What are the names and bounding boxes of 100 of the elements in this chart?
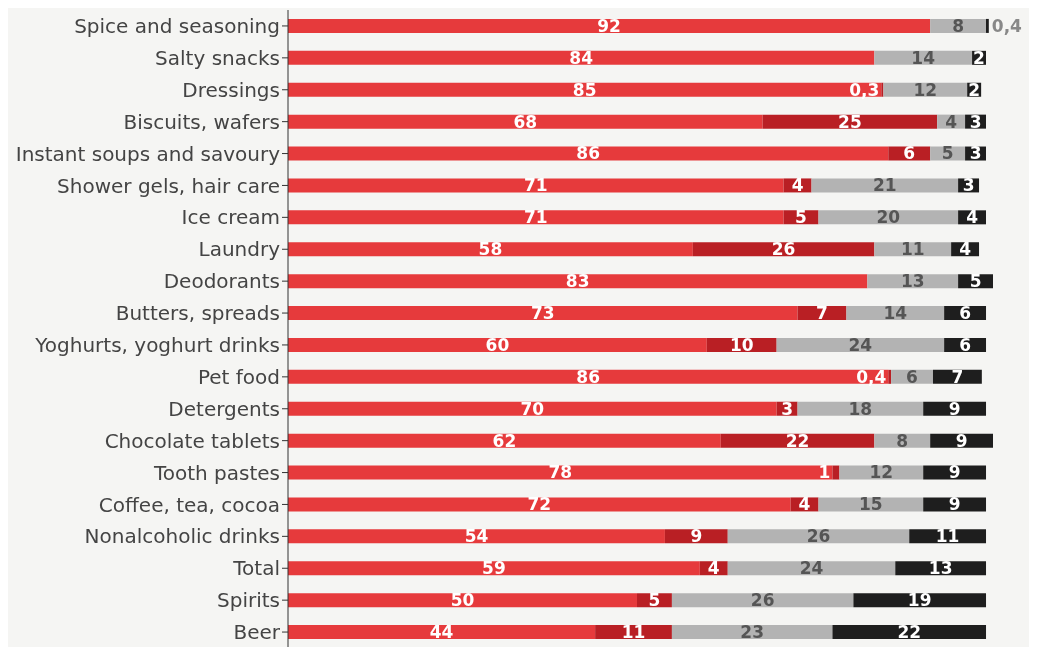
- data-label: 26: [771, 239, 796, 260]
- bar: [288, 178, 784, 193]
- data-label: 14: [883, 302, 908, 323]
- y-tick-label: Coffee, tea, cocoa: [98, 492, 280, 517]
- data-label: 4: [959, 239, 972, 260]
- y-tick-label: Yoghurts, yoghurt drinks: [34, 333, 280, 358]
- bar: [288, 18, 931, 33]
- y-tick-label: Spirits: [217, 588, 280, 613]
- data-label: 85: [572, 79, 597, 100]
- bar: [288, 593, 638, 608]
- bar: [671, 593, 854, 608]
- bar: [288, 625, 596, 640]
- data-label: 1: [818, 462, 831, 483]
- data-label: 83: [565, 271, 590, 292]
- y-tick-label: Tooth pastes: [152, 460, 280, 485]
- data-label: 12: [869, 462, 894, 483]
- data-label: 22: [785, 430, 810, 451]
- bar: [692, 242, 875, 257]
- bar: [288, 210, 784, 225]
- data-label: 8: [896, 430, 909, 451]
- bar: [288, 433, 721, 448]
- bar: [776, 337, 945, 352]
- y-tick-label: Instant soups and savoury: [15, 141, 281, 166]
- data-label: 6: [906, 366, 918, 387]
- y-tick-label: Deodorants: [163, 269, 280, 294]
- data-label: 21: [872, 175, 897, 196]
- data-label: 5: [795, 207, 807, 228]
- bar: [288, 242, 693, 257]
- data-label: 9: [690, 526, 703, 547]
- y-tick-label: Spice and seasoning: [74, 14, 280, 39]
- data-label: 5: [648, 590, 661, 611]
- bar: [853, 593, 987, 608]
- data-label: 23: [740, 621, 765, 642]
- data-label: 72: [527, 494, 552, 515]
- data-label: 24: [848, 334, 873, 355]
- data-label: 4: [791, 175, 804, 196]
- data-label: 78: [548, 462, 573, 483]
- data-label: 6: [903, 143, 916, 164]
- data-label: 4: [966, 207, 979, 228]
- y-tick-label: Ice cream: [181, 205, 280, 230]
- data-label: 54: [464, 526, 489, 547]
- data-label: 7: [951, 366, 964, 387]
- y-tick-label: Laundry: [198, 237, 281, 262]
- bar: [762, 114, 938, 129]
- bar: [881, 82, 884, 97]
- bar: [288, 337, 707, 352]
- data-label: 70: [520, 398, 545, 419]
- y-tick-label: Chocolate tablets: [104, 428, 280, 453]
- data-label: 9: [955, 430, 968, 451]
- data-label: 71: [523, 175, 548, 196]
- data-label: 62: [492, 430, 517, 451]
- data-label: 60: [485, 334, 510, 355]
- data-label: 8: [952, 15, 965, 36]
- bar: [288, 146, 889, 161]
- data-label: 3: [781, 398, 794, 419]
- data-label: 6: [959, 334, 971, 355]
- y-tick-label: Total: [232, 556, 280, 581]
- data-label: 71: [523, 207, 548, 228]
- data-label: 14: [911, 47, 936, 68]
- data-label: 2: [973, 47, 985, 68]
- data-label: 9: [948, 398, 961, 419]
- data-label: 3: [969, 111, 982, 132]
- bar: [288, 50, 875, 65]
- data-label: 68: [513, 111, 538, 132]
- data-label: 10: [729, 334, 754, 355]
- data-label: 9: [948, 494, 961, 515]
- y-tick-label: Dressings: [182, 77, 280, 102]
- y-tick-label: Detergents: [168, 396, 280, 421]
- bar: [888, 369, 892, 384]
- data-label: 4: [945, 111, 958, 132]
- data-label: 7: [816, 302, 828, 323]
- data-label: 9: [948, 462, 961, 483]
- data-label: 44: [429, 621, 454, 642]
- bar: [288, 306, 798, 321]
- data-label: 4: [798, 494, 811, 515]
- data-label: 58: [478, 239, 503, 260]
- data-label: 0,4: [991, 15, 1023, 36]
- bar: [818, 210, 959, 225]
- data-label: 11: [935, 526, 960, 547]
- y-tick-label: Shower gels, hair care: [57, 173, 280, 198]
- data-label: 84: [569, 47, 594, 68]
- data-label: 12: [913, 79, 938, 100]
- data-label: 13: [900, 271, 925, 292]
- bar: [832, 465, 840, 480]
- data-label: 92: [597, 15, 621, 36]
- data-label: 13: [928, 558, 953, 579]
- data-label: 11: [621, 621, 646, 642]
- data-label: 86: [576, 366, 600, 387]
- data-label: 4: [707, 558, 720, 579]
- y-tick-label: Butters, spreads: [115, 301, 280, 326]
- data-label: 15: [859, 494, 883, 515]
- data-label: 24: [799, 558, 824, 579]
- bar: [288, 529, 665, 544]
- data-label: 25: [838, 111, 862, 132]
- data-label: 73: [530, 302, 555, 323]
- y-tick-label: Biscuits, wafers: [123, 109, 280, 134]
- data-label: 3: [969, 143, 982, 164]
- y-tick-label: Pet food: [197, 364, 280, 389]
- bar: [832, 625, 987, 640]
- bar: [811, 178, 959, 193]
